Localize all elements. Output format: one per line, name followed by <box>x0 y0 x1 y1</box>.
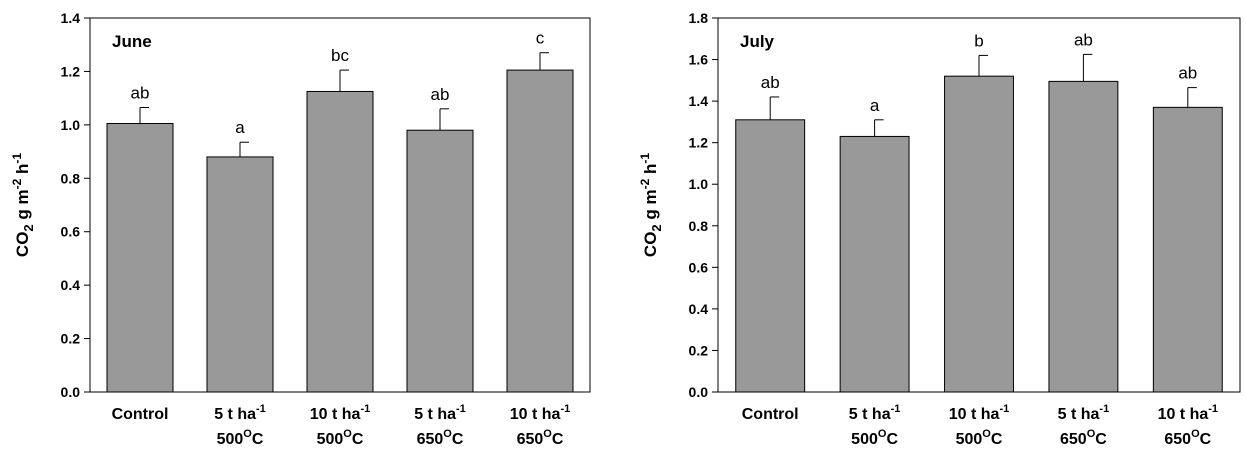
y-tick-label-2: 0.4 <box>61 277 81 293</box>
x-tick-label-2: 10 t ha-1 <box>310 403 370 423</box>
x-tick-sublabel-2: 500OC <box>956 428 1003 448</box>
x-tick-label-4: 10 t ha-1 <box>1158 403 1218 423</box>
x-tick-sublabel-4: 650OC <box>517 428 564 448</box>
x-tick-label-1: 5 t ha-1 <box>214 403 266 423</box>
bar-4 <box>506 69 574 393</box>
bar-3 <box>406 129 474 393</box>
bar-0 <box>106 123 174 393</box>
y-tick-label-6: 1.2 <box>689 135 709 151</box>
y-tick-label-1: 0.2 <box>689 342 709 358</box>
y-tick-label-0: 0.0 <box>61 384 81 400</box>
bar-1 <box>206 156 274 393</box>
significance-label-0: ab <box>131 83 150 102</box>
significance-label-2: bc <box>331 46 349 65</box>
x-tick-sublabel-4: 650OC <box>1164 428 1211 448</box>
significance-label-4: ab <box>1178 64 1197 83</box>
bar-2 <box>306 90 374 393</box>
y-tick-label-7: 1.4 <box>61 10 81 26</box>
y-tick-label-4: 0.8 <box>689 218 709 234</box>
y-axis-label: CO2 g m-2 h-1 <box>10 153 36 257</box>
y-tick-label-4: 0.8 <box>61 170 81 186</box>
bar-3 <box>1048 80 1119 393</box>
y-tick-label-1: 0.2 <box>61 331 81 347</box>
y-tick-label-8: 1.6 <box>689 52 709 68</box>
y-tick-label-7: 1.4 <box>689 93 709 109</box>
bar-0 <box>735 119 806 393</box>
y-tick-label-2: 0.4 <box>689 301 709 317</box>
significance-label-1: a <box>235 118 245 137</box>
significance-label-2: b <box>974 31 983 50</box>
significance-label-1: a <box>870 96 880 115</box>
plot-frame <box>89 17 591 393</box>
x-tick-sublabel-3: 650OC <box>1060 428 1107 448</box>
significance-label-4: c <box>536 29 545 48</box>
x-tick-label-0: Control <box>742 406 799 423</box>
x-tick-label-0: Control <box>112 406 169 423</box>
panel-title: June <box>112 32 152 51</box>
y-tick-label-5: 1.0 <box>61 117 81 133</box>
significance-label-3: ab <box>1074 30 1093 49</box>
y-tick-label-0: 0.0 <box>689 384 709 400</box>
bar-4 <box>1152 106 1223 393</box>
y-tick-label-5: 1.0 <box>689 176 709 192</box>
x-tick-sublabel-2: 500OC <box>317 428 364 448</box>
x-tick-sublabel-1: 500OC <box>217 428 264 448</box>
x-tick-sublabel-3: 650OC <box>417 428 464 448</box>
y-tick-label-6: 1.2 <box>61 63 81 79</box>
panel-title: July <box>740 32 775 51</box>
plot-frame <box>717 17 1241 393</box>
x-tick-label-4: 10 t ha-1 <box>510 403 570 423</box>
bar-2 <box>944 75 1014 393</box>
x-tick-label-3: 5 t ha-1 <box>414 403 466 423</box>
x-tick-label-1: 5 t ha-1 <box>849 403 901 423</box>
significance-label-3: ab <box>431 85 450 104</box>
y-tick-label-9: 1.8 <box>689 10 709 26</box>
y-tick-label-3: 0.6 <box>689 259 709 275</box>
bar-1 <box>839 135 910 393</box>
x-tick-label-2: 10 t ha-1 <box>949 403 1009 423</box>
x-tick-label-3: 5 t ha-1 <box>1058 403 1110 423</box>
y-tick-label-3: 0.6 <box>61 224 81 240</box>
y-axis-label: CO2 g m-2 h-1 <box>638 153 664 257</box>
significance-label-0: ab <box>761 73 780 92</box>
x-tick-sublabel-1: 500OC <box>851 428 898 448</box>
